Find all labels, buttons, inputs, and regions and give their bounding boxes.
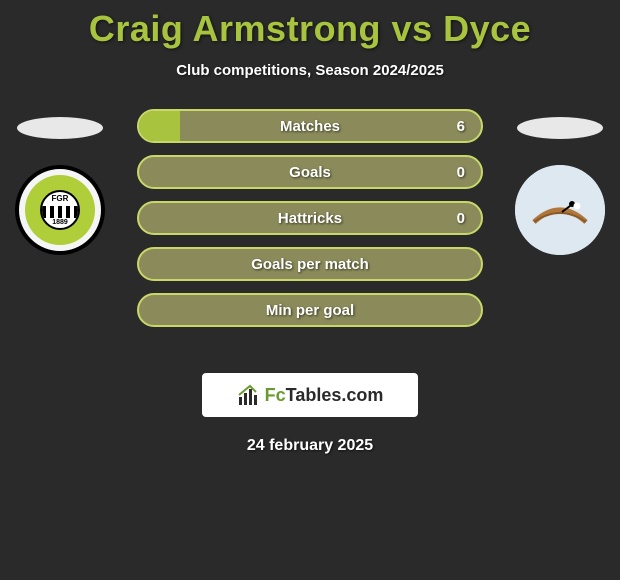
brand-prefix: Fc: [265, 385, 286, 405]
stat-row-min-per-goal: Min per goal: [137, 293, 483, 327]
page-title: Craig Armstrong vs Dyce: [0, 8, 620, 50]
stat-value: 0: [457, 164, 465, 181]
stat-label: Matches: [139, 118, 481, 135]
player-marker-right: [517, 117, 603, 139]
club-logo-left: [15, 165, 105, 255]
subtitle: Club competitions, Season 2024/2025: [0, 62, 620, 79]
brand-text: FcTables.com: [265, 385, 384, 406]
chart-bars-icon: [237, 383, 261, 407]
player-marker-left: [17, 117, 103, 139]
stat-label: Goals per match: [139, 256, 481, 273]
stat-row-hattricks: Hattricks 0: [137, 201, 483, 235]
stat-row-matches: Matches 6: [137, 109, 483, 143]
stat-label: Hattricks: [139, 210, 481, 227]
brand-suffix: Tables.com: [286, 385, 384, 405]
stat-value: 0: [457, 210, 465, 227]
stat-label: Goals: [139, 164, 481, 181]
stat-row-goals: Goals 0: [137, 155, 483, 189]
fgr-crest-icon: [15, 165, 105, 255]
club-logo-right: [515, 165, 605, 255]
comparison-infographic: Craig Armstrong vs Dyce Club competition…: [0, 0, 620, 455]
stats-column: Matches 6 Goals 0 Hattricks 0 Goals per …: [137, 109, 483, 327]
brand-badge: FcTables.com: [202, 373, 418, 417]
date-label: 24 february 2025: [0, 437, 620, 455]
stat-label: Min per goal: [139, 302, 481, 319]
dyce-crest-icon: [515, 165, 605, 255]
stat-row-goals-per-match: Goals per match: [137, 247, 483, 281]
stat-value: 6: [457, 118, 465, 135]
comparison-area: Matches 6 Goals 0 Hattricks 0 Goals per …: [0, 109, 620, 349]
